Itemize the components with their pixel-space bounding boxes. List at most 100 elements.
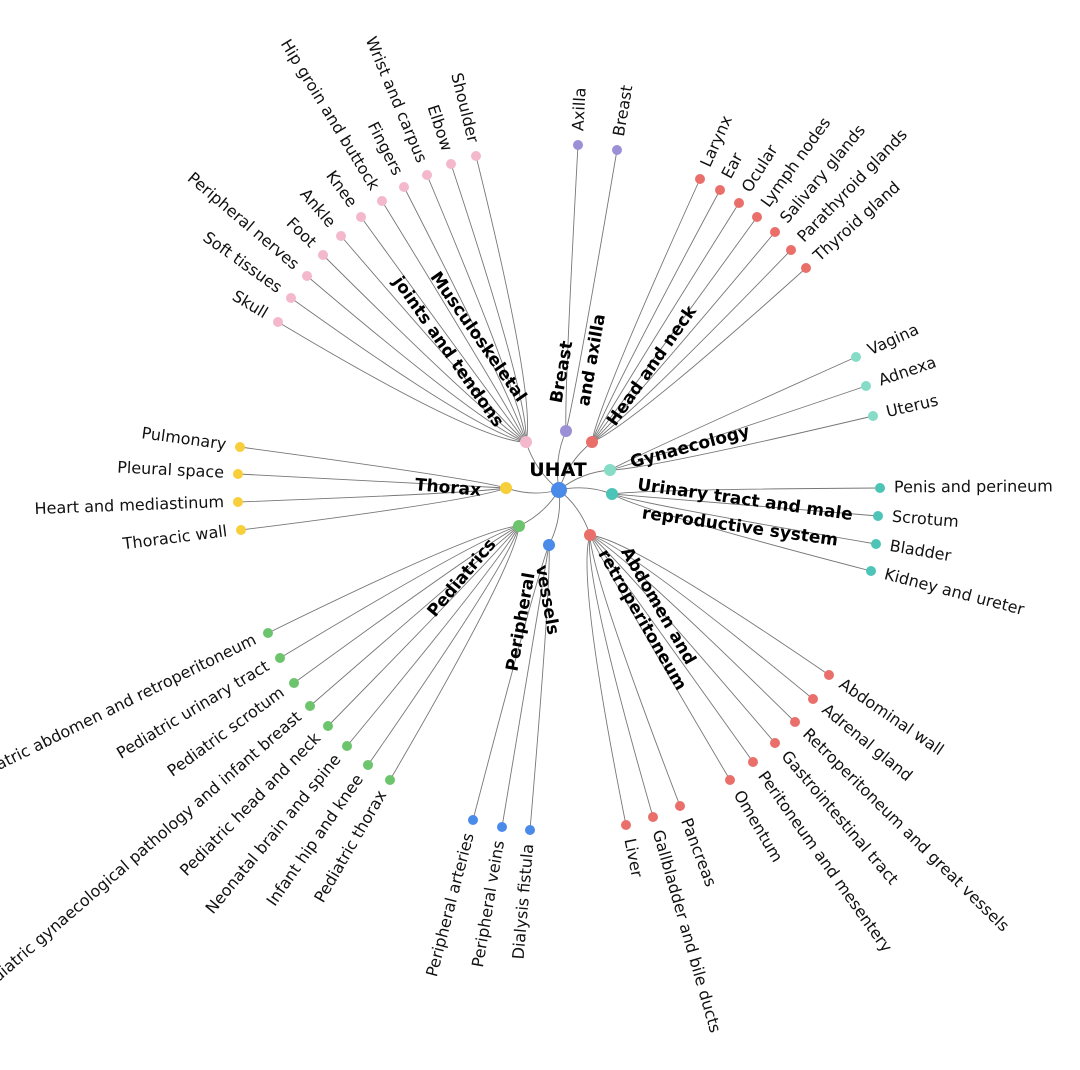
leaf-link	[591, 249, 792, 443]
leaf-node[interactable]	[715, 185, 725, 195]
leaf-node[interactable]	[305, 701, 315, 711]
leaf-node[interactable]	[399, 182, 409, 192]
leaf-link	[279, 525, 520, 659]
leaf-node[interactable]	[573, 140, 583, 150]
category-label: Pediatrics	[423, 535, 500, 621]
leaf-node[interactable]	[752, 212, 762, 222]
leaf-label: Hip groin and buttock	[277, 36, 384, 194]
leaf-node[interactable]	[471, 151, 481, 161]
leaf-label: Peripheral veins	[468, 839, 508, 969]
category-node[interactable]	[584, 529, 596, 541]
leaf-node[interactable]	[790, 717, 800, 727]
leaf-node[interactable]	[302, 271, 312, 281]
leaf-link	[403, 186, 527, 443]
leaf-link	[381, 200, 527, 443]
leaf-node[interactable]	[233, 469, 243, 479]
leaf-node[interactable]	[770, 738, 780, 748]
leaf-link	[565, 149, 618, 432]
leaf-node[interactable]	[323, 721, 333, 731]
category-label: and axilla	[574, 312, 610, 407]
leaf-node[interactable]	[342, 741, 352, 751]
leaf-label: Gallbladder and bile ducts	[649, 828, 725, 1035]
leaf-link	[611, 493, 872, 572]
leaf-node[interactable]	[336, 231, 346, 241]
leaf-node[interactable]	[734, 198, 744, 208]
leaf-node[interactable]	[866, 566, 876, 576]
leaf-node[interactable]	[422, 170, 432, 180]
category-node[interactable]	[543, 539, 555, 551]
leaf-link	[290, 297, 527, 443]
leaf-link	[240, 487, 507, 531]
leaf-node[interactable]	[263, 628, 273, 638]
leaf-node[interactable]	[861, 381, 871, 391]
leaf-label: Elbow	[424, 102, 457, 153]
leaf-link	[589, 534, 776, 744]
leaf-node[interactable]	[612, 145, 622, 155]
leaf-label: Adnexa	[876, 352, 939, 389]
leaf-node[interactable]	[377, 196, 387, 206]
leaf-node[interactable]	[675, 801, 685, 811]
leaf-link	[586, 534, 627, 826]
category-node[interactable]	[520, 436, 532, 448]
leaf-node[interactable]	[748, 757, 758, 767]
leaf-link	[293, 525, 520, 684]
leaf-node[interactable]	[770, 227, 780, 237]
leaf-label: Breast	[609, 84, 636, 138]
leaf-node[interactable]	[468, 815, 478, 825]
leaf-label: Pancreas	[677, 815, 720, 889]
leaf-node[interactable]	[235, 442, 245, 452]
leaf-node[interactable]	[824, 670, 834, 680]
leaf-link	[591, 267, 807, 443]
category-node[interactable]	[513, 520, 525, 532]
leaf-node[interactable]	[525, 825, 535, 835]
leaf-link	[426, 174, 527, 443]
leaf-label: Retroperitoneum and great vessels	[799, 724, 1013, 935]
leaf-link	[588, 534, 654, 818]
leaf-link	[609, 385, 867, 471]
leaf-node[interactable]	[786, 245, 796, 255]
leaf-node[interactable]	[695, 174, 705, 184]
leaf-link	[609, 415, 874, 471]
leaf-link	[306, 275, 527, 443]
leaf-node[interactable]	[275, 653, 285, 663]
leaf-link	[591, 231, 776, 443]
leaf-node[interactable]	[273, 317, 283, 327]
leaf-node[interactable]	[286, 293, 296, 303]
leaf-node[interactable]	[871, 539, 881, 549]
leaf-node[interactable]	[873, 511, 883, 521]
leaf-node[interactable]	[318, 250, 328, 260]
leaf-link	[389, 525, 520, 781]
leaf-link	[589, 534, 796, 723]
leaf-node[interactable]	[621, 820, 631, 830]
leaf-link	[529, 544, 550, 831]
root-node[interactable]	[551, 482, 567, 498]
leaf-node[interactable]	[808, 694, 818, 704]
leaf-link	[589, 534, 754, 763]
leaf-link	[327, 525, 520, 727]
category-node[interactable]	[604, 464, 616, 476]
leaf-node[interactable]	[497, 822, 507, 832]
leaf-node[interactable]	[875, 483, 885, 493]
category-node[interactable]	[606, 488, 618, 500]
leaf-node[interactable]	[363, 760, 373, 770]
leaf-node[interactable]	[868, 411, 878, 421]
category-node[interactable]	[500, 482, 512, 494]
leaf-node[interactable]	[725, 775, 735, 785]
leaf-node[interactable]	[851, 352, 861, 362]
leaf-node[interactable]	[236, 525, 246, 535]
leaf-label: Heart and mediastinum	[34, 492, 224, 518]
leaf-label: Vagina	[864, 320, 921, 359]
leaf-node[interactable]	[356, 212, 366, 222]
leaf-node[interactable]	[233, 497, 243, 507]
leaf-node[interactable]	[385, 775, 395, 785]
leaf-link	[267, 525, 520, 634]
leaf-node[interactable]	[446, 159, 456, 169]
leaf-node[interactable]	[801, 263, 811, 273]
leaf-node[interactable]	[648, 812, 658, 822]
category-node[interactable]	[586, 436, 598, 448]
leaf-label: Bladder	[888, 536, 953, 565]
category-link	[518, 489, 560, 527]
category-node[interactable]	[560, 425, 572, 437]
leaf-node[interactable]	[289, 678, 299, 688]
leaf-link	[475, 155, 528, 443]
